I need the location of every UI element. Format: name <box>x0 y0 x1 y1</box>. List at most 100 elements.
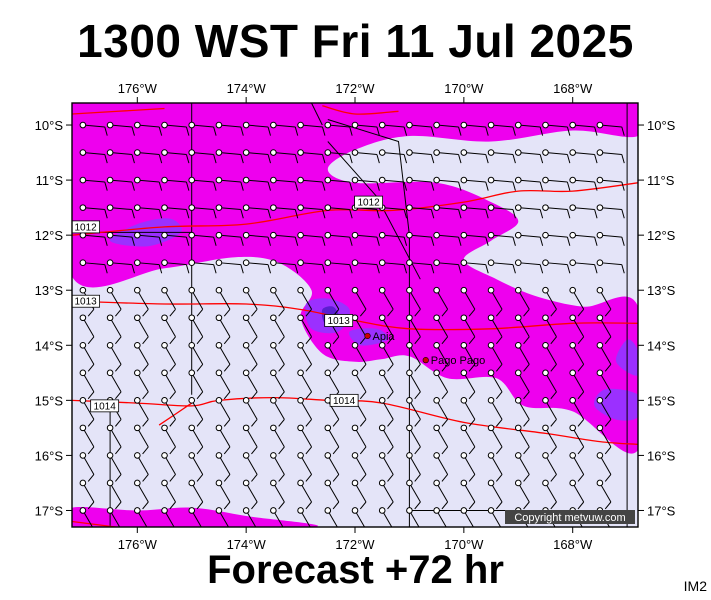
wind-barb-shaft <box>599 317 612 338</box>
wind-barb-feather <box>158 236 163 246</box>
wind-barb <box>406 121 435 136</box>
wind-barb-station <box>406 176 413 184</box>
wind-barb-station <box>270 231 277 239</box>
wind-barb-shaft <box>354 234 377 238</box>
wind-barb <box>596 204 625 219</box>
wind-barb <box>542 259 571 274</box>
wind-barb <box>487 149 516 164</box>
wind-barb <box>215 452 231 482</box>
wind-barb-station <box>215 231 223 239</box>
wind-barb-shaft <box>490 317 503 338</box>
wind-barb-shaft <box>572 482 585 503</box>
wind-barb <box>378 397 394 427</box>
wind-barb-shaft <box>572 372 585 393</box>
wind-barb-shaft <box>463 289 476 310</box>
wind-barb-shaft <box>517 372 530 393</box>
wind-barb <box>351 479 367 510</box>
wind-barb <box>215 507 230 527</box>
wind-barb-feather <box>621 126 625 136</box>
wind-barb-station <box>569 176 576 184</box>
wind-barb-station <box>596 341 604 349</box>
wind-barb-feather <box>142 501 149 510</box>
wind-barb-station <box>242 314 250 322</box>
wind-barb-station <box>324 452 332 459</box>
wind-barb-shaft <box>436 482 449 503</box>
wind-barb-feather <box>349 236 353 246</box>
wind-barb <box>460 176 489 191</box>
wind-barb <box>79 424 95 455</box>
wind-barb-feather <box>332 336 340 345</box>
wind-barb-shaft <box>218 124 241 128</box>
wind-barb-shaft <box>82 317 95 338</box>
lat-label-right: 15°S <box>647 393 676 408</box>
wind-barb-station <box>215 121 223 129</box>
wind-barb-station <box>514 149 522 156</box>
wind-barb-feather <box>196 501 204 510</box>
wind-barb <box>270 121 299 136</box>
wind-barb-feather <box>485 236 489 246</box>
wind-barb <box>79 397 95 427</box>
wind-barb <box>596 259 625 274</box>
wind-barb-station <box>79 369 87 377</box>
wind-barb-station <box>106 507 114 514</box>
wind-barb-shaft <box>218 400 231 420</box>
wind-barb <box>242 397 258 427</box>
wind-barb-feather <box>359 308 367 317</box>
wind-barb <box>106 452 122 482</box>
wind-barb <box>596 424 612 455</box>
wind-barb-station <box>514 259 522 266</box>
wind-barb-shaft <box>408 427 421 448</box>
wind-barb <box>134 479 149 510</box>
wind-barb-shaft <box>354 289 367 310</box>
wind-barb-station <box>134 507 141 514</box>
wind-barb-feather <box>305 446 312 455</box>
wind-barb-feather <box>142 391 149 400</box>
wind-barb-station <box>161 341 168 349</box>
wind-barb-feather <box>387 419 394 427</box>
wind-barb-shaft <box>382 124 405 128</box>
wind-barb <box>242 286 258 317</box>
wind-barb-feather <box>441 446 449 455</box>
wind-barb-shaft <box>491 124 514 128</box>
wind-barb-shaft <box>490 345 503 365</box>
wind-barb-shaft <box>491 207 514 211</box>
wind-barb-feather <box>403 154 408 164</box>
wind-barb-feather <box>458 181 462 191</box>
wind-barb-shaft <box>545 345 557 365</box>
wind-barb <box>542 204 571 219</box>
wind-barb-shaft <box>354 427 367 448</box>
wind-barb <box>215 231 244 246</box>
wind-barb-shaft <box>109 372 122 393</box>
wind-barb <box>79 369 95 400</box>
wind-barb-station <box>270 286 277 294</box>
wind-barb-station <box>242 176 250 184</box>
wind-barb-shaft <box>218 372 231 393</box>
wind-barb-feather <box>577 419 585 427</box>
wind-barb <box>242 479 258 510</box>
wind-barb-shaft <box>436 372 449 393</box>
wind-barb-feather <box>458 264 462 274</box>
wind-barb-shaft <box>327 124 350 128</box>
wind-barb <box>433 341 449 372</box>
wind-barb <box>188 204 217 219</box>
wind-barb-shaft <box>300 427 313 448</box>
wind-barb-station <box>297 424 304 432</box>
wind-barb-feather <box>294 236 299 246</box>
wind-barb-station <box>460 452 468 459</box>
wind-barb-feather <box>104 236 108 246</box>
wind-barb-feather <box>430 236 435 246</box>
wind-barb-feather <box>621 154 625 164</box>
wind-barb-feather <box>267 154 271 164</box>
wind-barb-feather <box>485 126 489 136</box>
wind-barb-station <box>188 341 196 349</box>
lon-label-top: 170°W <box>444 81 484 96</box>
wind-barb <box>134 259 163 274</box>
wind-barb-feather <box>332 419 340 427</box>
wind-barb-feather <box>594 154 598 164</box>
wind-barb <box>297 286 313 317</box>
wind-barb-station <box>134 397 141 404</box>
wind-barb-feather <box>251 308 258 317</box>
wind-barb <box>161 452 176 482</box>
wind-barb <box>433 452 449 482</box>
